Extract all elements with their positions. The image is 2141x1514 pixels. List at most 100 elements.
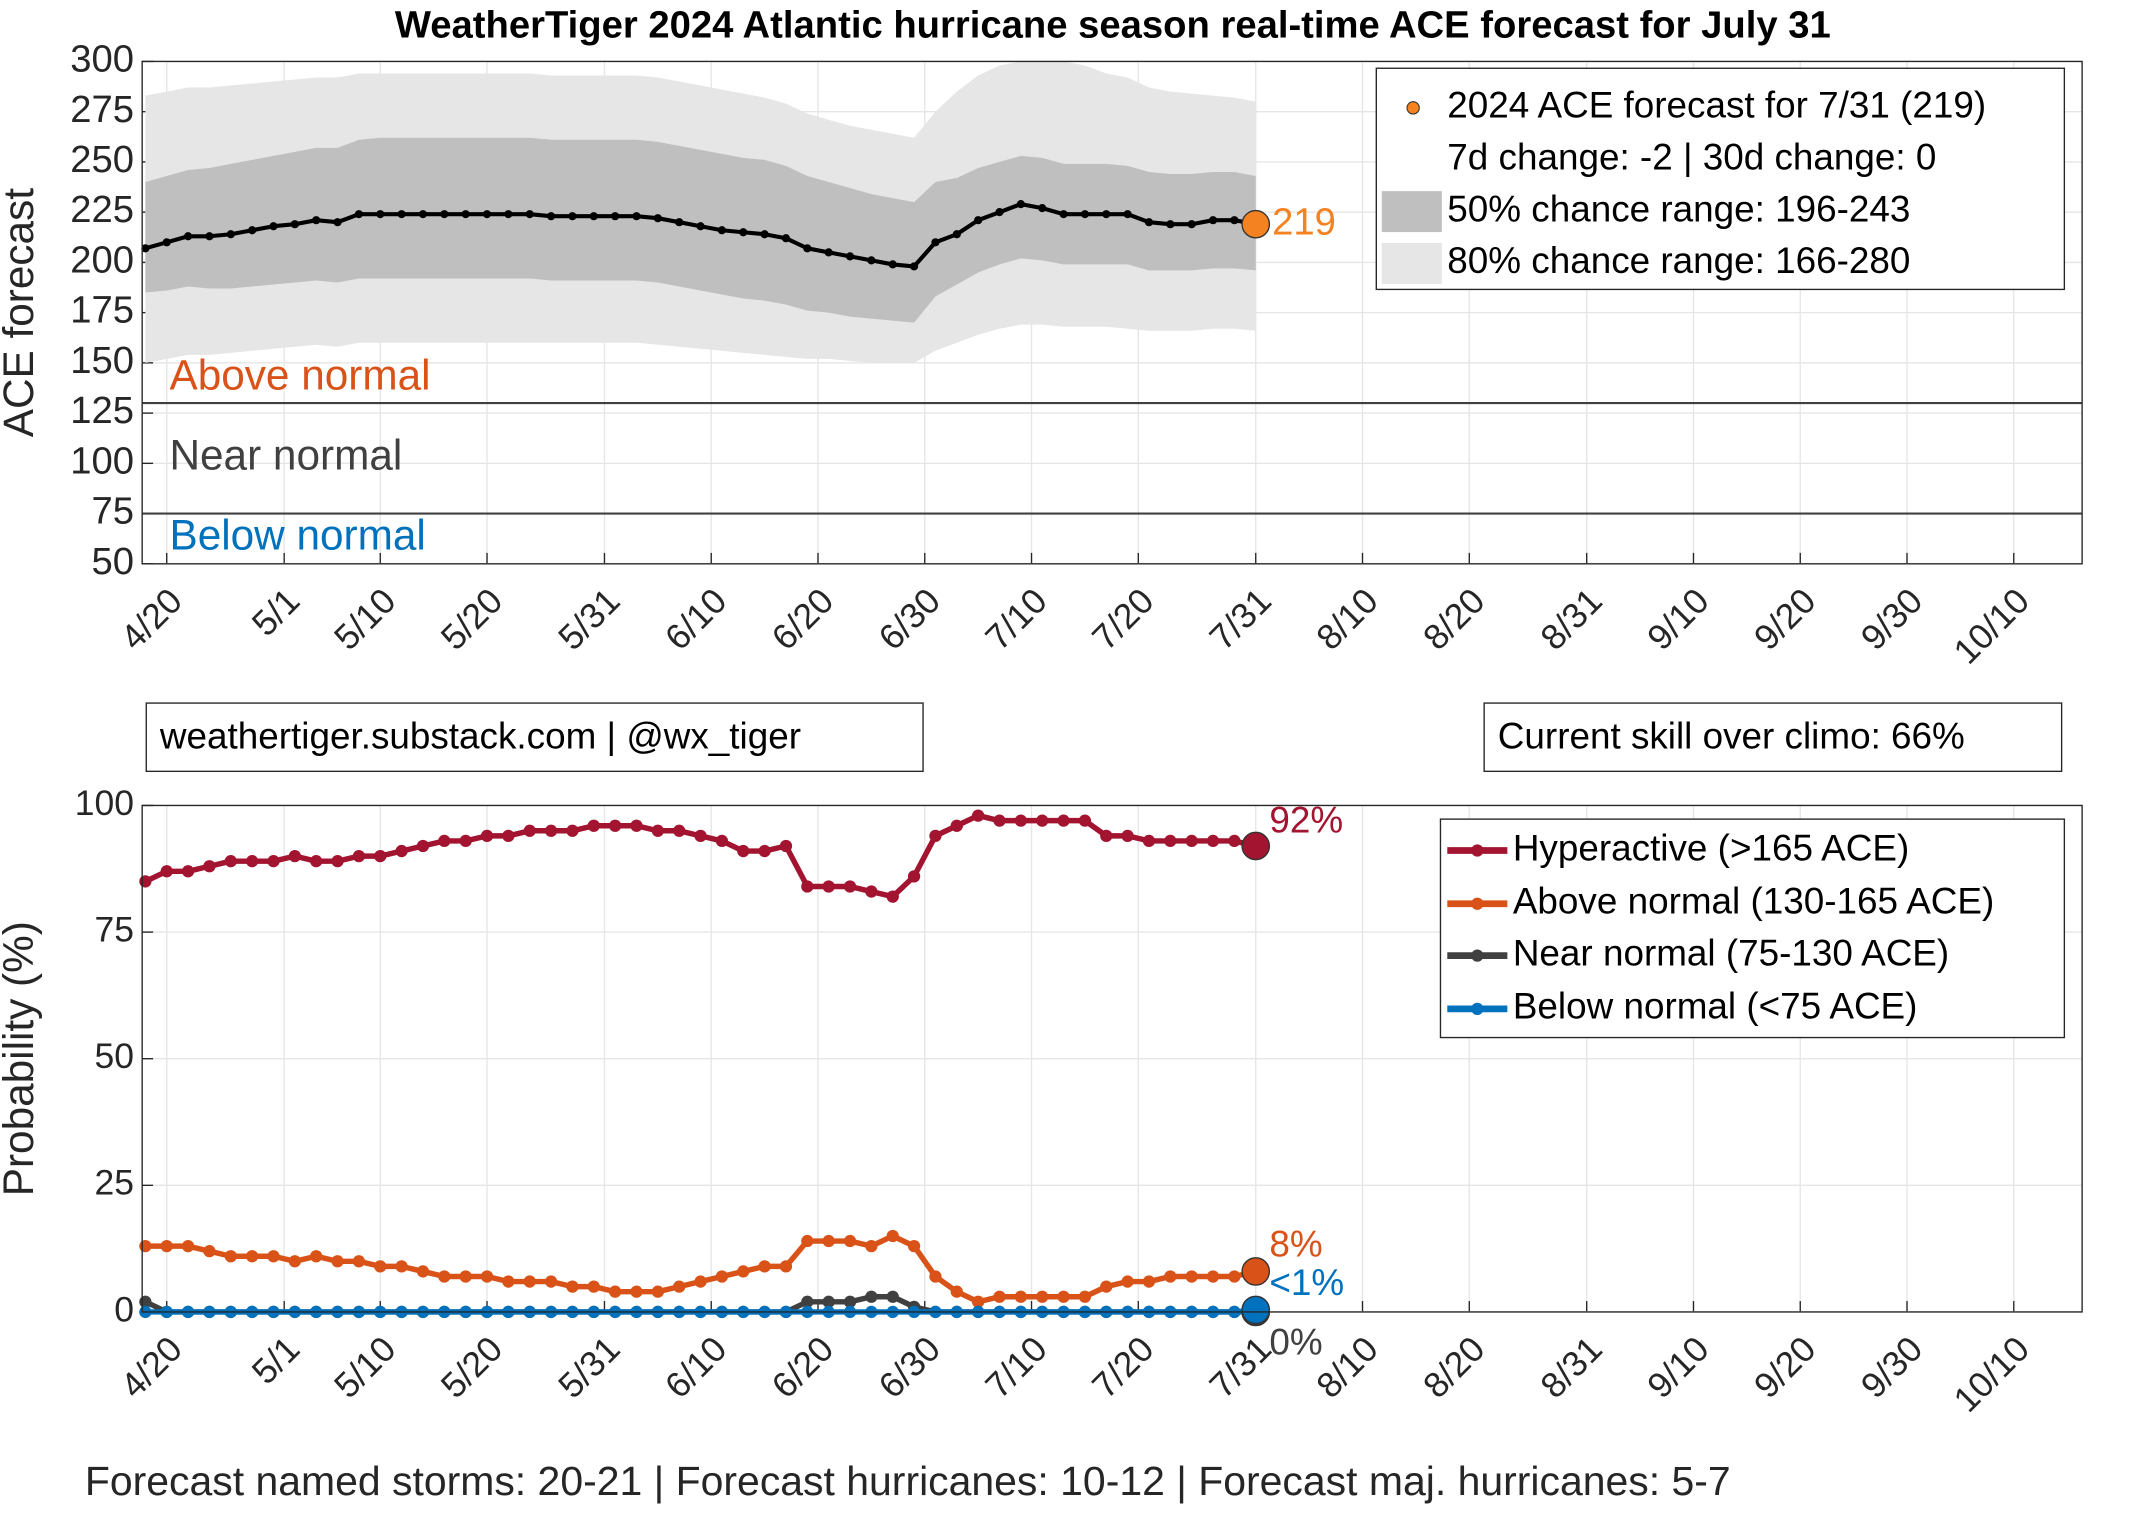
series-point — [801, 1234, 814, 1248]
series-point — [651, 824, 664, 837]
series-point — [779, 1260, 793, 1273]
series-point — [608, 1285, 622, 1298]
y-tick-label: 50 — [91, 540, 134, 583]
series-point — [1038, 204, 1047, 213]
series-end-marker — [1241, 209, 1271, 239]
legend-label: Near normal (75-130 ACE) — [1513, 932, 1949, 973]
axes-frame — [141, 60, 2083, 565]
series-point — [886, 1290, 899, 1303]
series-point — [587, 819, 600, 832]
series-point — [141, 244, 150, 253]
series-point — [907, 1239, 921, 1253]
series-point — [843, 1295, 857, 1308]
series-point — [824, 248, 833, 257]
series-point — [632, 212, 641, 221]
series-point — [1121, 1275, 1134, 1288]
series-point — [1144, 218, 1154, 227]
series-point — [653, 214, 662, 223]
series-end-marker — [1241, 1257, 1271, 1286]
series-point — [974, 216, 983, 225]
series-point — [608, 819, 622, 832]
zone-label: Above normal — [169, 352, 430, 399]
series-point — [1100, 1280, 1113, 1293]
series-point — [886, 890, 899, 903]
y-tick-label: 200 — [70, 238, 134, 281]
series-point — [1078, 814, 1092, 827]
series-point — [139, 875, 152, 888]
zone-label: Below normal — [169, 511, 425, 558]
series-point — [1187, 220, 1196, 229]
legend-note: 7d change: -2 | 30d change: 0 — [1447, 136, 1936, 177]
series-point — [931, 238, 940, 247]
series-point — [675, 218, 684, 227]
series-point — [1016, 200, 1025, 209]
series-point — [717, 226, 727, 235]
series-point — [288, 1255, 301, 1268]
series-point — [288, 849, 301, 863]
legend-label: Below normal (<75 ACE) — [1513, 986, 1918, 1027]
series-point — [248, 226, 257, 235]
skill-box — [1483, 702, 2063, 773]
series-point — [845, 252, 855, 261]
series-point — [993, 814, 1006, 827]
series-point — [1100, 829, 1113, 842]
series-point — [1078, 1290, 1092, 1303]
series-point — [929, 1270, 942, 1283]
legend-label: 50% chance range: 196-243 — [1447, 188, 1910, 229]
series-point — [1142, 1275, 1156, 1288]
series-point — [245, 1250, 259, 1263]
series-point — [269, 222, 278, 231]
series-point — [566, 1280, 579, 1293]
series-point — [290, 220, 299, 229]
series-point — [781, 234, 791, 243]
series-point — [502, 1275, 515, 1288]
credit: weathertiger.substack.com | @wx_tiger — [159, 715, 801, 756]
series-point — [1228, 1270, 1241, 1283]
series-point — [523, 1275, 536, 1288]
series-point — [331, 855, 344, 868]
series-point — [589, 212, 598, 221]
series-point — [694, 829, 707, 842]
series-point — [822, 1295, 835, 1308]
series-point — [630, 819, 643, 832]
series-point — [758, 1260, 771, 1273]
series-point — [181, 865, 195, 878]
y-tick-label: 250 — [70, 138, 134, 181]
zone-label: Near normal — [169, 431, 402, 478]
series-point — [310, 1250, 323, 1263]
series-point — [181, 1239, 195, 1253]
series-point — [909, 262, 919, 271]
series-point — [929, 829, 942, 842]
series-point — [461, 210, 470, 219]
y-tick-label: 175 — [70, 289, 134, 332]
series-point — [418, 210, 428, 219]
series-point — [737, 1265, 750, 1278]
y-tick-label: 275 — [70, 88, 134, 131]
series-point — [995, 208, 1004, 217]
series-point — [544, 1275, 558, 1288]
series-point — [822, 880, 835, 893]
legend-label: Above normal (130-165 ACE) — [1513, 880, 1994, 921]
series-point — [352, 1255, 366, 1268]
series-point — [673, 824, 686, 837]
series-point — [224, 855, 237, 868]
series-point — [696, 222, 705, 231]
series-point — [715, 834, 729, 848]
series-point — [226, 230, 235, 239]
series-point — [1059, 210, 1068, 219]
series-point — [544, 824, 558, 837]
series-point — [438, 1270, 451, 1283]
value-label: 8% — [1269, 1224, 1322, 1265]
y-tick-label: 100 — [70, 439, 134, 482]
series-point — [993, 1290, 1006, 1303]
series-point — [459, 834, 472, 848]
series-point — [1014, 1290, 1027, 1303]
series-point — [504, 210, 513, 219]
footer: Forecast named storms: 20-21 | Forecast … — [85, 1458, 1731, 1504]
series-point — [972, 1295, 985, 1308]
series-point — [354, 210, 363, 219]
series-point — [1208, 216, 1218, 225]
series-point — [888, 260, 897, 269]
series-point — [1080, 210, 1090, 219]
